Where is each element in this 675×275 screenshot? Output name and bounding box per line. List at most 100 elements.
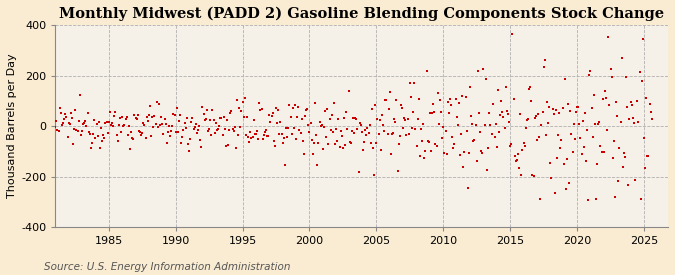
Point xyxy=(605,66,616,71)
Point xyxy=(506,142,516,146)
Point xyxy=(88,132,99,136)
Point xyxy=(574,122,585,127)
Point xyxy=(553,133,564,137)
Point xyxy=(53,128,64,133)
Point xyxy=(640,166,651,170)
Point xyxy=(136,133,146,138)
Point xyxy=(272,120,283,125)
Point xyxy=(200,117,211,121)
Point xyxy=(522,118,533,122)
Point xyxy=(322,107,333,111)
Point xyxy=(525,85,536,89)
Point xyxy=(593,122,603,127)
Point xyxy=(431,144,442,148)
Point xyxy=(281,126,292,131)
Point xyxy=(409,81,420,85)
Point xyxy=(238,114,249,119)
Point xyxy=(558,162,569,166)
Point xyxy=(644,102,655,107)
Point xyxy=(458,164,468,169)
Point xyxy=(474,111,485,115)
Point xyxy=(545,161,556,165)
Point xyxy=(549,191,560,195)
Point xyxy=(433,122,444,126)
Point xyxy=(105,123,116,127)
Point xyxy=(442,100,453,104)
Point xyxy=(565,109,576,113)
Point xyxy=(483,110,494,115)
Point xyxy=(416,127,427,131)
Point xyxy=(205,118,215,122)
Point xyxy=(179,121,190,125)
Point xyxy=(404,80,415,85)
Point xyxy=(195,138,206,142)
Point xyxy=(184,149,194,153)
Point xyxy=(611,100,622,104)
Point xyxy=(263,134,273,138)
Point xyxy=(633,120,644,124)
Point xyxy=(595,144,606,148)
Point xyxy=(221,144,232,148)
Point xyxy=(471,159,482,163)
Point xyxy=(185,137,196,141)
Point xyxy=(573,105,584,109)
Point xyxy=(166,129,177,133)
Point xyxy=(261,128,271,132)
Point xyxy=(57,123,68,127)
Point xyxy=(637,37,648,41)
Point xyxy=(109,114,119,118)
Point xyxy=(80,119,90,123)
Point xyxy=(190,122,201,127)
Point xyxy=(148,125,159,129)
Point xyxy=(78,122,88,127)
Point xyxy=(597,96,608,101)
Point xyxy=(65,111,76,116)
Point xyxy=(493,88,504,92)
Point xyxy=(122,115,132,119)
Point xyxy=(108,123,119,128)
Point xyxy=(157,122,167,127)
Point xyxy=(535,197,545,202)
Point xyxy=(60,112,71,117)
Point xyxy=(293,105,304,109)
Point xyxy=(211,128,222,133)
Point xyxy=(307,152,318,156)
Point xyxy=(346,129,357,133)
Point xyxy=(207,108,218,112)
Point xyxy=(472,69,483,74)
Point xyxy=(508,97,519,101)
Point xyxy=(216,116,227,120)
Point xyxy=(57,121,68,125)
Point xyxy=(336,134,347,138)
Point xyxy=(110,110,121,115)
Point xyxy=(361,133,372,138)
Point xyxy=(544,104,555,109)
Point xyxy=(64,121,75,126)
Point xyxy=(585,68,596,73)
Point xyxy=(129,112,140,117)
Point xyxy=(381,98,392,102)
Point xyxy=(169,112,180,117)
Point xyxy=(618,165,628,169)
Point xyxy=(290,102,300,107)
Point xyxy=(519,144,530,148)
Point xyxy=(398,126,408,131)
Point xyxy=(372,117,383,121)
Point xyxy=(134,130,145,134)
Point xyxy=(274,132,285,136)
Point xyxy=(520,126,531,131)
Point xyxy=(487,132,497,137)
Point xyxy=(428,102,439,106)
Point xyxy=(462,186,473,190)
Point xyxy=(554,111,564,116)
Point xyxy=(490,122,501,126)
Point xyxy=(223,142,234,147)
Point xyxy=(625,100,636,104)
Point xyxy=(396,103,406,107)
Point xyxy=(383,107,394,111)
Point xyxy=(362,126,373,131)
Point xyxy=(303,123,314,127)
Point xyxy=(488,102,499,106)
Point xyxy=(630,227,641,232)
Point xyxy=(55,111,66,116)
